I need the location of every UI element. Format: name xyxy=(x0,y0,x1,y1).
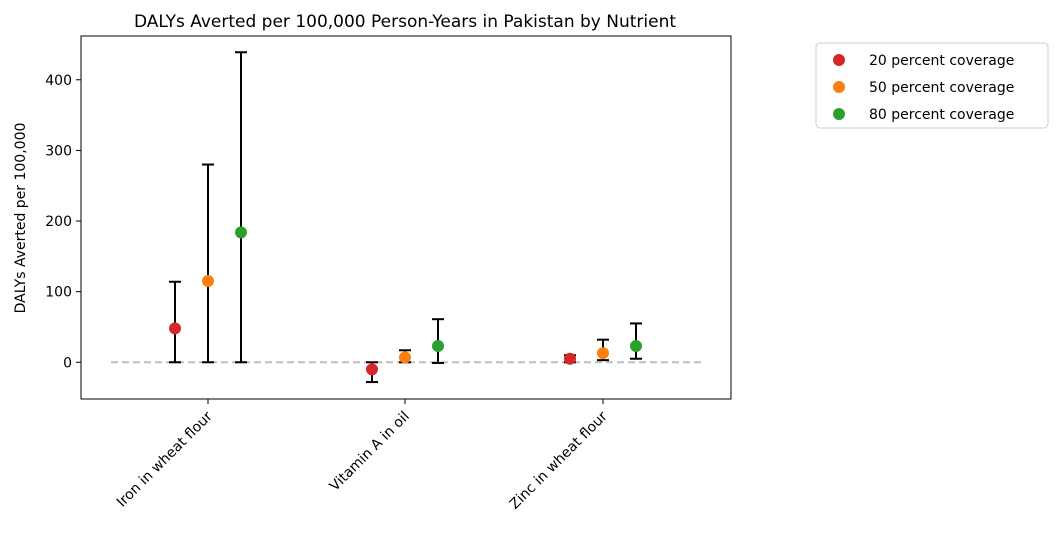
y-tick-label: 400 xyxy=(45,73,72,89)
data-point xyxy=(366,363,378,376)
y-tick-label: 200 xyxy=(45,214,72,230)
y-tick-label: 100 xyxy=(45,285,72,301)
legend-marker xyxy=(833,54,845,66)
chart-title: DALYs Averted per 100,000 Person-Years i… xyxy=(134,12,676,32)
data-point xyxy=(597,347,609,360)
data-point xyxy=(432,340,444,353)
legend-box xyxy=(815,42,1049,129)
x-tick-label: Zinc in wheat flour xyxy=(507,408,611,512)
legend-label: 80 percent coverage xyxy=(869,107,1014,123)
data-point xyxy=(399,351,411,364)
y-axis-label: DALYs Averted per 100,000 xyxy=(13,123,29,314)
plot-area: 0 100 200 300 400 Iron in wheat flour Vitamin … xyxy=(45,35,732,513)
legend: 20 percent coverage 50 percent coverage 80… xyxy=(815,42,1049,129)
data-point xyxy=(564,352,576,365)
x-tick-label: Iron in wheat flour xyxy=(114,408,216,510)
x-tick-label: Vitamin A in oil xyxy=(327,409,413,495)
data-point xyxy=(235,226,247,239)
legend-marker xyxy=(833,81,845,93)
data-point xyxy=(169,322,181,335)
data-point xyxy=(202,275,214,288)
y-tick-label: 300 xyxy=(45,143,72,159)
y-tick-label: 0 xyxy=(63,355,72,371)
legend-label: 50 percent coverage xyxy=(869,80,1014,96)
legend-label: 20 percent coverage xyxy=(869,53,1014,69)
plot-frame xyxy=(80,35,732,400)
data-point xyxy=(630,340,642,353)
legend-marker xyxy=(833,108,845,120)
